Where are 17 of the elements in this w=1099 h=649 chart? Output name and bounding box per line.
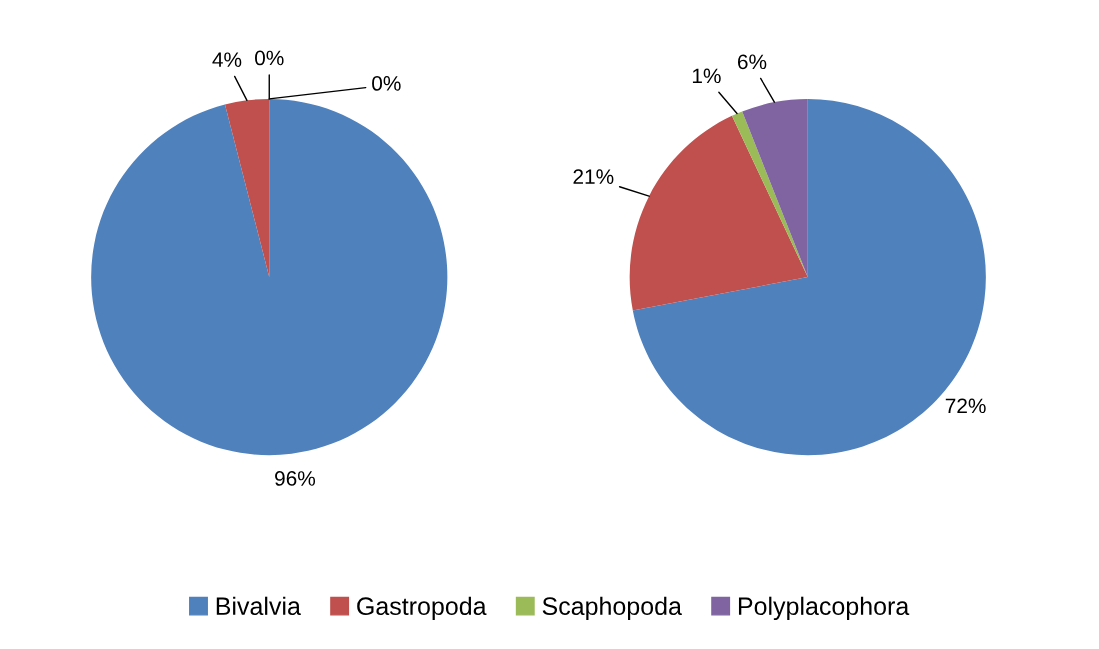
data-label: 6% bbox=[737, 54, 767, 70]
legend-label: Polyplacophora bbox=[738, 596, 910, 621]
text: 0% bbox=[255, 50, 284, 66]
pie-slice bbox=[629, 115, 808, 311]
pie-slice bbox=[742, 98, 808, 278]
data-label: 21% bbox=[573, 169, 614, 184]
data-label: 96% bbox=[275, 471, 316, 486]
legend-label: Scaphopoda bbox=[542, 596, 682, 621]
text: 0% bbox=[372, 76, 401, 91]
pie-slice bbox=[632, 98, 986, 456]
legend-label: Gastropoda bbox=[357, 596, 487, 621]
pie-slice bbox=[731, 111, 808, 278]
data-label: 72% bbox=[945, 398, 986, 414]
legend-label: Bivalvia bbox=[216, 596, 301, 616]
data-label: 1% bbox=[692, 68, 721, 84]
pie-slice bbox=[91, 98, 448, 456]
data-label: 4% bbox=[212, 52, 242, 67]
